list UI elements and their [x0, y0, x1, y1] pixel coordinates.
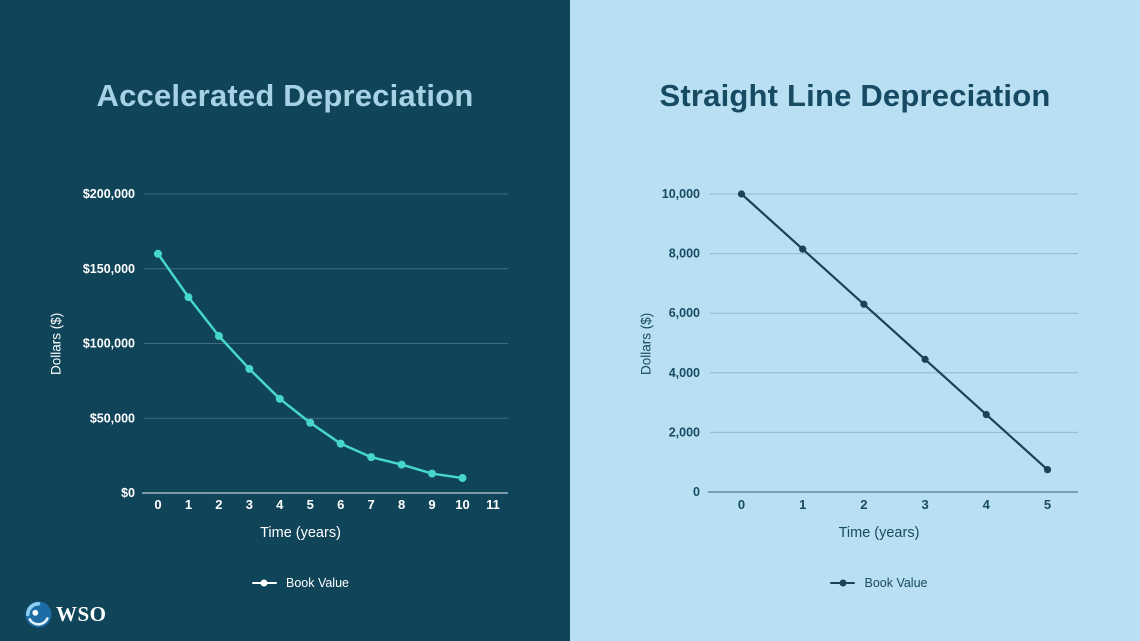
svg-text:4: 4: [983, 497, 991, 512]
svg-text:10,000: 10,000: [662, 187, 700, 201]
legend-label: Book Value: [285, 576, 349, 590]
svg-text:$150,000: $150,000: [83, 262, 135, 276]
svg-text:$200,000: $200,000: [83, 187, 135, 201]
svg-text:1: 1: [799, 497, 806, 512]
svg-text:3: 3: [246, 497, 253, 512]
svg-text:$0: $0: [121, 486, 135, 500]
svg-text:0: 0: [154, 497, 161, 512]
legend-dot-icon: [839, 579, 847, 587]
svg-text:5: 5: [1044, 497, 1051, 512]
y-axis-label: Dollars ($): [48, 312, 64, 376]
legend: Book Value: [88, 573, 513, 593]
svg-text:8: 8: [398, 497, 405, 512]
accelerated-depreciation-panel: Accelerated Depreciation $0 $50,000 $100,0…: [25, 78, 513, 628]
svg-text:8,000: 8,000: [669, 247, 700, 261]
straight-line-chart-title: Straight Line Depreciation: [659, 78, 1051, 113]
straight-line-depreciation-chart: 0 2,000 4,000 6,000 8,000 10,000 0 1 2 3 4 5: [662, 187, 1078, 512]
legend-line-marker: [251, 579, 277, 587]
svg-text:6,000: 6,000: [669, 306, 700, 320]
legend: Book Value: [666, 573, 1092, 593]
svg-text:2: 2: [860, 497, 867, 512]
legend-dot-icon: [260, 579, 268, 587]
x-axis-label: Time (years): [838, 525, 920, 541]
svg-text:$50,000: $50,000: [90, 411, 135, 425]
svg-text:6: 6: [337, 497, 344, 512]
svg-text:3: 3: [921, 497, 928, 512]
svg-text:1: 1: [185, 497, 192, 512]
wso-logo: WSO: [25, 601, 107, 628]
svg-text:11: 11: [486, 497, 500, 512]
accelerated-depreciation-chart: $0 $50,000 $100,000 $150,000 $200,000 0 1 2 3 4 5 6…: [83, 187, 508, 512]
svg-text:10: 10: [455, 497, 469, 512]
svg-text:5: 5: [307, 497, 314, 512]
wso-logo-text: WSO: [56, 602, 107, 626]
x-axis-label: Time (years): [260, 525, 341, 541]
svg-text:9: 9: [428, 497, 435, 512]
wso-globe-icon: [25, 601, 52, 628]
svg-text:4: 4: [276, 497, 284, 512]
accelerated-chart-title: Accelerated Depreciation: [96, 78, 474, 113]
svg-text:2: 2: [215, 497, 222, 512]
y-axis-label: Dollars ($): [638, 312, 654, 376]
svg-text:$100,000: $100,000: [83, 337, 135, 351]
straight-line-depreciation-panel: Straight Line Depreciation 0 2,000 4,000 6,…: [570, 0, 1140, 641]
svg-text:7: 7: [368, 497, 375, 512]
svg-text:4,000: 4,000: [669, 366, 700, 380]
svg-text:0: 0: [693, 485, 700, 499]
svg-text:0: 0: [738, 497, 745, 512]
legend-line-marker: [830, 579, 856, 587]
legend-label: Book Value: [864, 576, 928, 590]
svg-text:2,000: 2,000: [669, 425, 700, 439]
